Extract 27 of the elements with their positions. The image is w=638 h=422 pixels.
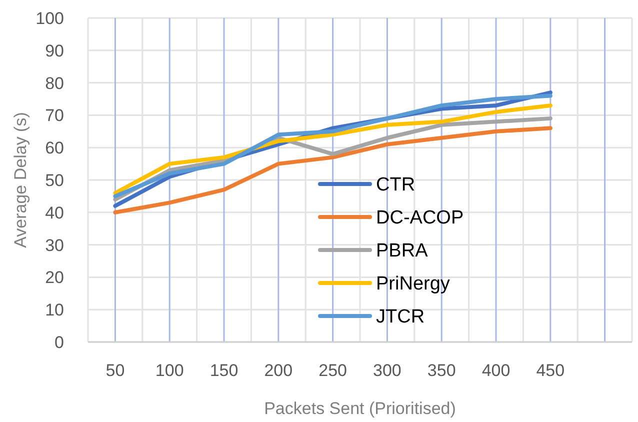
x-tick-label: 350 xyxy=(427,361,456,380)
legend-label: PBRA xyxy=(376,240,428,262)
x-tick-label: 400 xyxy=(482,361,510,380)
x-tick-label: 200 xyxy=(264,361,293,380)
x-tick-label: 150 xyxy=(210,361,238,380)
x-tick-label: 300 xyxy=(373,361,402,380)
legend-label: PriNergy xyxy=(376,274,450,295)
y-tick-label: 30 xyxy=(45,236,64,255)
y-tick-label: 50 xyxy=(45,170,64,190)
y-tick-label: 70 xyxy=(45,106,64,126)
y-axis-title: Average Delay (s) xyxy=(11,112,30,248)
y-tick-label: 20 xyxy=(45,268,64,288)
y-tick-label: 40 xyxy=(45,203,64,222)
y-tick-label: 0 xyxy=(54,332,64,352)
legend-label: DC-ACOP xyxy=(376,208,464,229)
x-axis-title: Packets Sent (Prioritised) xyxy=(264,399,456,418)
y-tick-label: 90 xyxy=(45,41,64,60)
x-tick-label: 100 xyxy=(155,361,184,380)
y-tick-label: 100 xyxy=(36,8,64,28)
y-tick-label: 10 xyxy=(45,300,64,320)
x-tick-label: 50 xyxy=(106,361,125,380)
y-tick-label: 80 xyxy=(45,74,64,93)
x-tick-label: 450 xyxy=(536,361,565,380)
y-tick-label: 60 xyxy=(45,138,64,158)
legend-label: CTR xyxy=(376,174,416,196)
x-tick-label: 250 xyxy=(318,361,347,380)
legend-label: JTCR xyxy=(376,306,425,328)
